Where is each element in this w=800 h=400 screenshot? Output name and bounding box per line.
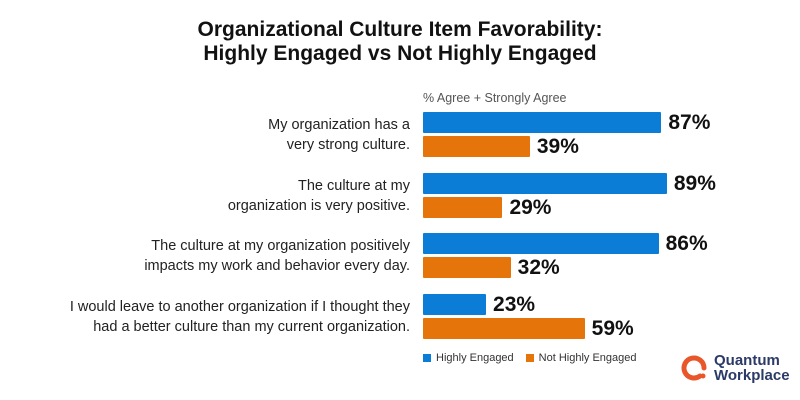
bar-not-highly-engaged [423,318,585,340]
legend-swatch [525,354,534,362]
bar-highly-engaged [423,233,659,255]
category-label-line: The culture at my organization positivel… [151,238,410,255]
bar-highly-engaged [423,112,662,133]
legend-swatch [423,354,431,362]
legend-label: Not Highly Engaged [538,352,637,364]
category-label: I would leave to another organization if… [10,297,410,337]
bar-not-highly-engaged [423,257,511,279]
category-label-line: organization is very positive. [227,197,410,214]
bar-highly-engaged [423,172,667,194]
category-label-line: had a better culture than my current org… [93,319,410,336]
data-label: 59% [591,317,634,341]
data-label: 86% [665,232,708,256]
chart-subtitle: % Agree + Strongly Agree [423,91,567,105]
bar-not-highly-engaged [423,196,503,218]
bar-highly-engaged [423,294,487,316]
chart-title: Organizational Culture Item Favorability… [0,18,800,66]
data-label: 23% [493,293,536,317]
legend-item-not-highly-engaged: Not Highly Engaged [525,352,637,364]
category-label: The culture at my organization is very po… [10,176,410,216]
legend-item-highly-engaged: Highly Engaged [423,352,514,364]
logo-text-line-2: Workplace [714,367,790,384]
legend: Highly Engaged Not Highly Engaged [423,352,637,364]
title-line-1: Organizational Culture Item Favorability… [197,18,603,41]
quantum-workplace-logo: Quantum Workplace [680,353,790,383]
category-label-line: The culture at my [297,177,410,194]
category-label-line: very strong culture. [286,137,410,153]
legend-label: Highly Engaged [436,352,514,364]
category-label: The culture at my organization positivel… [10,236,410,276]
category-label-line: I would leave to another organization if… [69,299,410,316]
data-label: 39% [536,135,579,158]
logo-ring-icon [681,355,707,381]
data-label: 32% [517,256,560,280]
bar-not-highly-engaged [423,136,530,157]
title-line-2: Highly Engaged vs Not Highly Engaged [203,42,597,65]
category-label-line: impacts my work and behavior every day. [144,258,410,275]
category-label: My organization has a very strong culture… [10,115,410,155]
data-label: 29% [509,195,552,219]
data-label: 87% [668,111,711,134]
data-label: 89% [673,171,716,195]
category-label-line: My organization has a [268,117,410,133]
logo-text-line-1: Quantum [714,352,780,369]
